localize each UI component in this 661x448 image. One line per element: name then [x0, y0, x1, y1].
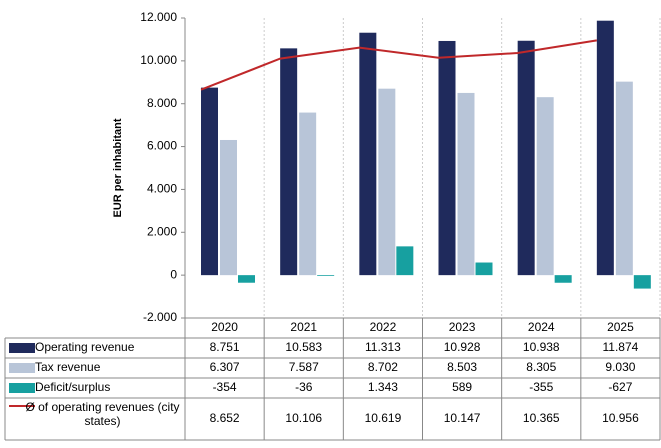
- table-value: 8.503: [447, 360, 477, 374]
- table-value: -355: [529, 380, 553, 394]
- table-value: 8.751: [210, 340, 240, 354]
- bar: [633, 275, 651, 289]
- table-value: 10.583: [285, 340, 322, 354]
- y-tick-label: 8.000: [147, 96, 177, 110]
- x-tick-label: 2024: [528, 320, 555, 334]
- line: [200, 39, 597, 91]
- table-value: -36: [295, 380, 313, 394]
- table-value: 10.938: [523, 340, 560, 354]
- table-value: 1.343: [368, 380, 398, 394]
- y-tick-label: 10.000: [140, 53, 177, 67]
- legend-label: Deficit/surplus: [35, 380, 110, 394]
- bar: [359, 32, 377, 276]
- legend-label: Ø of operating revenues (city states): [25, 400, 180, 428]
- bar: [554, 275, 572, 283]
- table-value: 10.619: [365, 411, 402, 425]
- y-tick-label: 0: [170, 267, 177, 281]
- y-tick-label: 4.000: [147, 182, 177, 196]
- bar: [517, 40, 535, 276]
- legend-swatch: [9, 343, 35, 353]
- legend-label-box: Ø of operating revenues (city states): [25, 400, 180, 428]
- bar: [280, 48, 298, 276]
- bar: [596, 20, 614, 276]
- table-value: -627: [608, 380, 632, 394]
- table-value: 10.147: [444, 411, 481, 425]
- table-value: 9.030: [605, 360, 635, 374]
- table-value: 10.956: [602, 411, 639, 425]
- table-value: 8.702: [368, 360, 398, 374]
- legend-label: Tax revenue: [35, 360, 101, 374]
- bar: [378, 88, 396, 276]
- x-tick-label: 2020: [211, 320, 238, 334]
- y-tick-label: 6.000: [147, 139, 177, 153]
- legend-swatch: [9, 363, 35, 373]
- bar: [299, 112, 317, 276]
- table-value: 7.587: [289, 360, 319, 374]
- bar: [220, 139, 237, 276]
- table-value: 11.874: [603, 340, 639, 354]
- x-tick-label: 2023: [449, 320, 476, 334]
- bar: [438, 40, 456, 276]
- table-value: 8.305: [526, 360, 556, 374]
- y-tick-label: 2.000: [147, 224, 177, 238]
- y-tick-label: -2.000: [143, 310, 177, 324]
- bar: [238, 275, 255, 283]
- bar: [317, 275, 335, 276]
- bar: [536, 97, 554, 276]
- table-value: -354: [213, 380, 237, 394]
- x-tick-label: 2022: [370, 320, 397, 334]
- table-value: 10.365: [523, 411, 560, 425]
- x-tick-label: 2021: [290, 320, 317, 334]
- table-value: 11.313: [365, 340, 401, 354]
- table-value: 10.106: [285, 411, 322, 425]
- bar: [475, 262, 493, 276]
- table-value: 589: [452, 380, 472, 394]
- table-value: 6.307: [210, 360, 240, 374]
- legend-label: Operating revenue: [35, 340, 135, 354]
- bar: [201, 87, 218, 276]
- table-value: 8.652: [210, 411, 240, 425]
- y-axis-label: EUR per inhabitant: [112, 118, 124, 217]
- table-value: 10.928: [444, 340, 481, 354]
- x-tick-label: 2025: [607, 320, 634, 334]
- bar: [396, 246, 414, 276]
- bar: [457, 92, 475, 276]
- legend-swatch: [9, 383, 35, 393]
- y-tick-label: 12.000: [140, 10, 177, 24]
- bar: [615, 81, 633, 276]
